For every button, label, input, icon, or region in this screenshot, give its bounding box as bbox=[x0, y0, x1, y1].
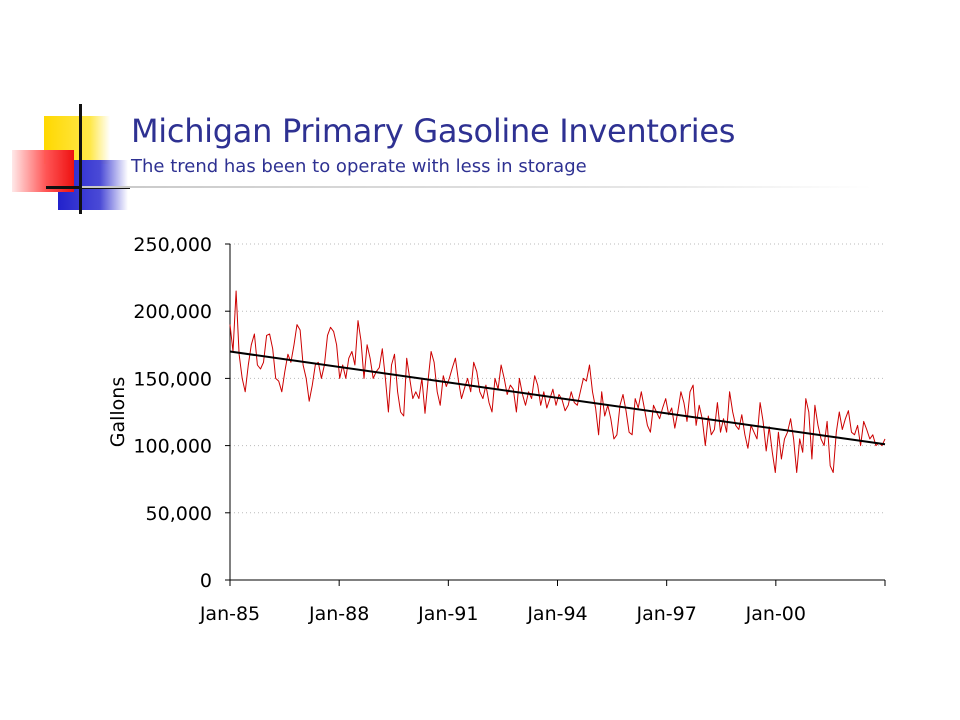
y-tick-label: 100,000 bbox=[133, 436, 212, 458]
y-tick-label: 0 bbox=[200, 570, 212, 592]
y-tick-label: 250,000 bbox=[133, 234, 212, 256]
gridlines bbox=[230, 243, 885, 514]
slide-subtitle: The trend has been to operate with less … bbox=[131, 156, 587, 177]
axes bbox=[225, 243, 886, 586]
y-axis-label: Gallons bbox=[107, 377, 129, 448]
x-tick-labels: Jan-85 Jan-88 Jan-91 Jan-94 Jan-97 Jan-00 bbox=[199, 603, 806, 625]
slide-title: Michigan Primary Gasoline Inventories bbox=[131, 112, 736, 150]
x-tick-label: Jan-94 bbox=[526, 603, 587, 625]
y-tick-labels: 0 50,000 100,000 150,000 200,000 250,000 bbox=[133, 234, 212, 592]
trend-line bbox=[229, 350, 886, 446]
series bbox=[229, 290, 886, 473]
x-tick-label: Jan-91 bbox=[417, 603, 478, 625]
y-tick-label: 200,000 bbox=[133, 301, 212, 323]
decor-vertical-line bbox=[79, 104, 82, 214]
y-tick-label: 150,000 bbox=[133, 368, 212, 390]
title-underline bbox=[82, 186, 872, 188]
y-tick-label: 50,000 bbox=[146, 503, 212, 525]
decor-red-square bbox=[12, 150, 74, 192]
x-tick-label: Jan-88 bbox=[308, 603, 369, 625]
x-tick-label: Jan-97 bbox=[636, 603, 697, 625]
x-tick-label: Jan-85 bbox=[199, 603, 260, 625]
series-line-inventory bbox=[229, 290, 886, 473]
x-tick-label: Jan-00 bbox=[745, 603, 806, 625]
